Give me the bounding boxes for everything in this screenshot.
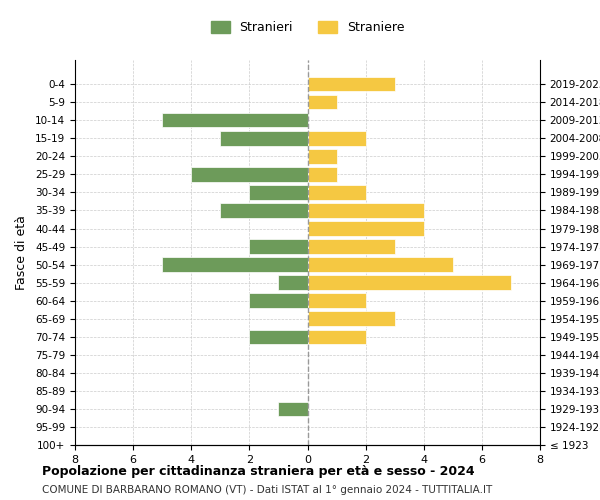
Bar — [308, 258, 453, 272]
Bar — [162, 113, 308, 128]
Bar — [308, 276, 511, 290]
Bar — [250, 240, 308, 254]
Bar — [308, 222, 424, 235]
Text: COMUNE DI BARBARANO ROMANO (VT) - Dati ISTAT al 1° gennaio 2024 - TUTTITALIA.IT: COMUNE DI BARBARANO ROMANO (VT) - Dati I… — [42, 485, 492, 495]
Legend: Stranieri, Straniere: Stranieri, Straniere — [206, 16, 409, 39]
Bar — [250, 185, 308, 200]
Bar — [220, 131, 308, 146]
Text: Popolazione per cittadinanza straniera per età e sesso - 2024: Popolazione per cittadinanza straniera p… — [42, 465, 475, 478]
Bar — [308, 294, 365, 308]
Bar — [250, 330, 308, 344]
Bar — [308, 203, 424, 218]
Bar — [308, 240, 395, 254]
Bar — [308, 330, 365, 344]
Bar — [308, 185, 365, 200]
Bar — [308, 167, 337, 182]
Bar — [308, 95, 337, 110]
Bar — [220, 203, 308, 218]
Bar — [162, 258, 308, 272]
Bar — [278, 276, 308, 290]
Bar — [191, 167, 308, 182]
Bar — [250, 294, 308, 308]
Bar — [308, 149, 337, 164]
Bar — [308, 131, 365, 146]
Bar — [278, 402, 308, 416]
Y-axis label: Fasce di età: Fasce di età — [15, 215, 28, 290]
Bar — [308, 77, 395, 92]
Bar — [308, 312, 395, 326]
